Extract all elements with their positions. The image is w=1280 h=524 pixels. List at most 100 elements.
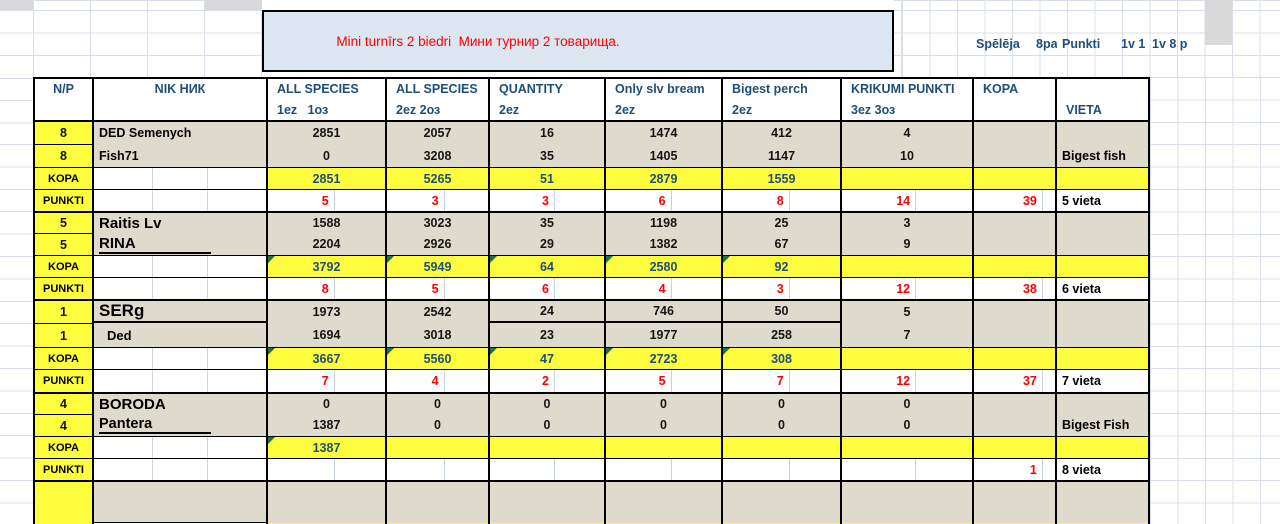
cell-np[interactable]: 4 — [35, 414, 94, 436]
cell-value[interactable]: 1198 — [649, 216, 678, 230]
cell-kopa-total[interactable]: 2580 — [606, 255, 723, 277]
cell-punkti-value[interactable]: 6 — [490, 277, 606, 299]
cell-value[interactable]: 67 — [774, 237, 789, 251]
cell-value[interactable] — [842, 482, 974, 523]
cell-team-names[interactable]: DED Semenych Fish71 — [94, 122, 268, 167]
cell-punkti-value[interactable]: 8 — [268, 277, 387, 299]
cell-value[interactable]: 9 — [903, 237, 911, 251]
cell-value[interactable]: 25 — [774, 216, 789, 230]
cell-vieta-value[interactable]: 5 vieta — [1057, 189, 1148, 211]
cell-kopa-total[interactable] — [490, 436, 606, 458]
cell-kopa-col[interactable] — [974, 213, 1057, 255]
points-value2-cell[interactable]: 1v 8 p — [1152, 37, 1188, 51]
cell-kopa-total[interactable] — [1057, 436, 1148, 458]
header-cell-vieta[interactable]: VIETA — [1057, 79, 1148, 122]
cell-kopa-total[interactable]: 1559 — [723, 167, 842, 189]
cell-value[interactable]: 0 — [543, 397, 551, 411]
cell-kopa-col[interactable] — [974, 122, 1057, 167]
cell-blank[interactable] — [94, 369, 268, 392]
cell-vieta-col[interactable]: Bigest Fish — [1057, 394, 1148, 436]
cell-value[interactable]: 0 — [323, 148, 330, 163]
cell-values[interactable]: 0 1387 — [268, 394, 387, 436]
cell-kopa-label[interactable]: KOPA — [35, 347, 94, 369]
cell-values[interactable]: 2057 3208 — [387, 122, 490, 167]
cell-kopa-label[interactable]: KOPA — [35, 167, 94, 189]
cell-kopa-total[interactable]: 51 — [490, 167, 606, 189]
cell-punkti-kopa[interactable]: 1 — [974, 458, 1057, 480]
cell-values[interactable]: 25 67 — [723, 213, 842, 255]
cell-blank[interactable] — [1057, 213, 1148, 233]
cell-value[interactable] — [490, 482, 606, 523]
cell-value[interactable]: 3018 — [423, 328, 452, 342]
points-label-cell[interactable]: Punkti — [1062, 37, 1101, 51]
cell-value[interactable]: 16 — [540, 126, 554, 140]
header-cell-only-slv-bream[interactable]: Only slv bream 2ez — [606, 79, 723, 122]
cell-punkti-value[interactable]: 5 — [606, 369, 723, 392]
cell-kopa-total[interactable]: 1387 — [268, 436, 387, 458]
cell-values[interactable]: 50 258 — [723, 301, 842, 347]
cell-kopa-total[interactable] — [974, 347, 1057, 369]
cell-values[interactable]: 24 23 — [490, 301, 606, 347]
cell-punkti-label[interactable]: PUNKTI — [35, 189, 94, 211]
biggest-fish-note[interactable]: Bigest Fish — [1062, 418, 1130, 432]
cell-kopa-total[interactable] — [842, 347, 974, 369]
cell-value[interactable]: 1405 — [649, 148, 678, 163]
cell-value[interactable]: 1977 — [649, 328, 678, 342]
cell-punkti-value[interactable]: 3 — [490, 189, 606, 211]
cell-value[interactable]: 412 — [771, 126, 792, 140]
cell-value[interactable] — [974, 482, 1057, 523]
cell-punkti-value[interactable]: 4 — [387, 369, 490, 392]
cell-blank[interactable] — [1057, 394, 1148, 414]
cell-punkti-value[interactable]: 5 — [387, 277, 490, 299]
cell-value[interactable]: 0 — [778, 418, 785, 432]
cell-punkti-value[interactable]: 7 — [723, 369, 842, 392]
cell-value[interactable]: 0 — [660, 418, 667, 432]
cell-value[interactable]: 35 — [540, 148, 554, 163]
cell-value[interactable]: 0 — [434, 418, 441, 432]
cell-kopa-label[interactable]: KOPA — [35, 436, 94, 458]
cell-punkti-value[interactable]: 4 — [606, 277, 723, 299]
cell-value[interactable]: 1474 — [649, 126, 678, 140]
cell-name[interactable] — [94, 482, 268, 523]
cell-vieta-col[interactable] — [1057, 301, 1148, 347]
cell-value[interactable]: 0 — [543, 418, 551, 432]
cell-value[interactable]: 7 — [903, 328, 911, 342]
cell-np[interactable] — [35, 482, 94, 523]
played-label-cell[interactable]: Spēlēja — [976, 37, 1020, 51]
cell-values[interactable]: 1588 2204 — [268, 213, 387, 255]
cell-blank[interactable] — [94, 167, 268, 189]
cell-kopa-total[interactable] — [842, 167, 974, 189]
cell-kopa-total[interactable] — [1057, 347, 1148, 369]
cell-kopa-total[interactable]: 2851 — [268, 167, 387, 189]
cell-punkti-value[interactable] — [490, 458, 606, 480]
cell-team-names[interactable]: SERg Ded — [94, 301, 268, 347]
header-cell-bigest-perch[interactable]: Bigest perch 2ez — [723, 79, 842, 122]
cell-value[interactable]: 24 — [490, 301, 604, 323]
cell-values[interactable]: 35 29 — [490, 213, 606, 255]
cell-punkti-value[interactable]: 2 — [490, 369, 606, 392]
cell-vieta-col[interactable] — [1057, 213, 1148, 255]
cell-value[interactable]: 1147 — [767, 148, 796, 163]
cell-vieta-value[interactable]: 7 vieta — [1057, 369, 1148, 392]
cell-kopa-total[interactable] — [606, 436, 723, 458]
cell-blank[interactable] — [94, 277, 268, 299]
cell-punkti-kopa[interactable]: 39 — [974, 189, 1057, 211]
cell-punkti-value[interactable]: 6 — [606, 189, 723, 211]
cell-value[interactable]: 4 — [903, 126, 911, 140]
cell-value[interactable]: 5 — [903, 305, 911, 319]
header-cell-all-species-1[interactable]: ALL SPECIES 1ez 1оз — [268, 79, 387, 122]
cell-value[interactable]: 35 — [540, 216, 554, 230]
cell-blank[interactable] — [1057, 122, 1148, 144]
header-cell-nik[interactable]: NIK НИК — [94, 79, 268, 122]
cell-kopa-total[interactable]: 47 — [490, 347, 606, 369]
cell-np[interactable]: 5 — [35, 233, 94, 255]
cell-value[interactable]: 3208 — [423, 148, 452, 163]
cell-kopa-total[interactable]: 2879 — [606, 167, 723, 189]
cell-punkti-value[interactable]: 5 — [268, 189, 387, 211]
cell-punkti-value[interactable] — [723, 458, 842, 480]
cell-punkti-value[interactable]: 8 — [723, 189, 842, 211]
